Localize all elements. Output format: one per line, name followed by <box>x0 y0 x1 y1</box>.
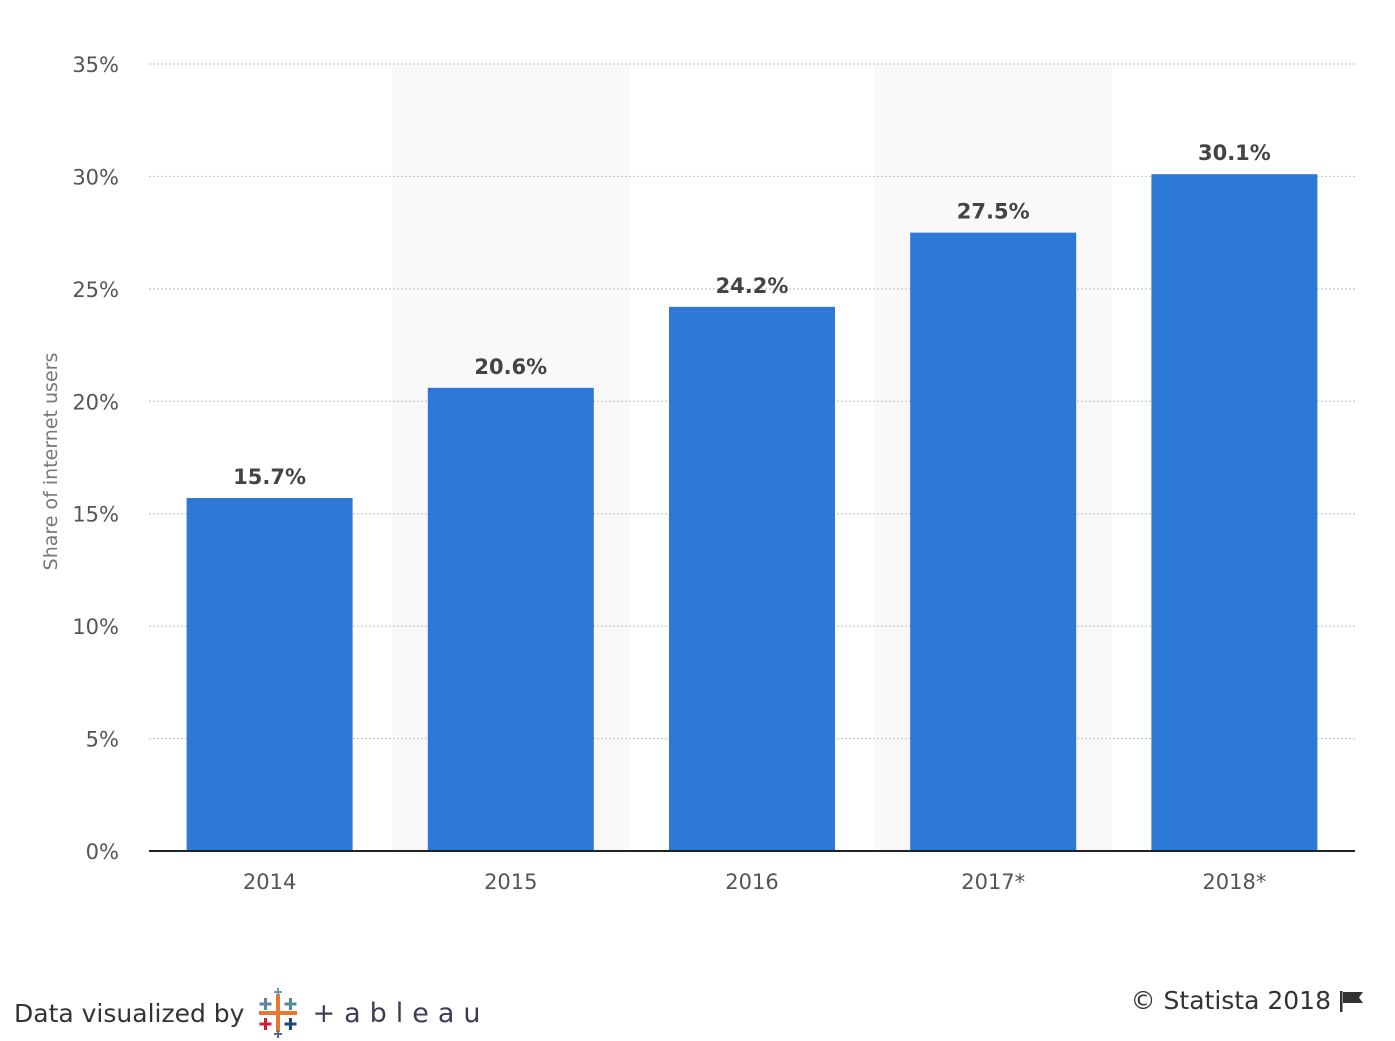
data-label: 30.1% <box>1198 141 1271 165</box>
copyright-text: © Statista 2018 <box>1130 986 1331 1015</box>
y-tick-label: 20% <box>72 390 119 414</box>
x-axis-ticks: 2014 2015 2016 2017* 2018* <box>243 870 1267 894</box>
bar <box>910 232 1077 852</box>
y-axis-ticks: 0% 5% 10% 15% 20% 25% 30% 35% <box>72 53 119 864</box>
y-tick-label: 5% <box>86 728 119 752</box>
bar <box>1151 174 1318 851</box>
y-tick-label: 15% <box>72 503 119 527</box>
data-label: 15.7% <box>233 465 306 489</box>
credit-text: Data visualized by <box>14 998 245 1028</box>
y-axis-label: Share of internet users <box>40 353 62 571</box>
bar <box>669 306 835 851</box>
x-tick-label: 2016 <box>725 870 778 894</box>
x-tick-label: 2018* <box>1202 870 1266 894</box>
footer: Data visualized by <box>0 960 1395 1041</box>
data-labels: 15.7% 20.6% 24.2% 27.5% 30.1% <box>233 141 1271 489</box>
bar <box>186 497 353 851</box>
x-tick-label: 2015 <box>484 870 537 894</box>
data-label: 20.6% <box>474 355 547 379</box>
y-tick-label: 25% <box>72 278 119 302</box>
x-tick-label: 2017* <box>961 870 1025 894</box>
bar <box>427 387 594 851</box>
y-tick-label: 35% <box>72 53 119 77</box>
data-label: 27.5% <box>957 200 1030 224</box>
data-label: 24.2% <box>716 274 789 298</box>
y-tick-label: 30% <box>72 165 119 189</box>
y-tick-label: 10% <box>72 615 119 639</box>
tableau-logo-icon[interactable] <box>254 988 304 1038</box>
copyright[interactable]: © Statista 2018 <box>1131 986 1365 1015</box>
x-tick-label: 2014 <box>243 870 296 894</box>
flag-icon[interactable] <box>1339 989 1365 1013</box>
tableau-wordmark: +ableau <box>312 997 490 1029</box>
bars <box>186 174 1318 852</box>
bar-chart: 0% 5% 10% 15% 20% 25% 30% 35% 15.7% 20.6% 24.2% 27… <box>40 53 1355 894</box>
data-credit: Data visualized by <box>14 988 490 1038</box>
y-tick-label: 0% <box>86 840 119 864</box>
